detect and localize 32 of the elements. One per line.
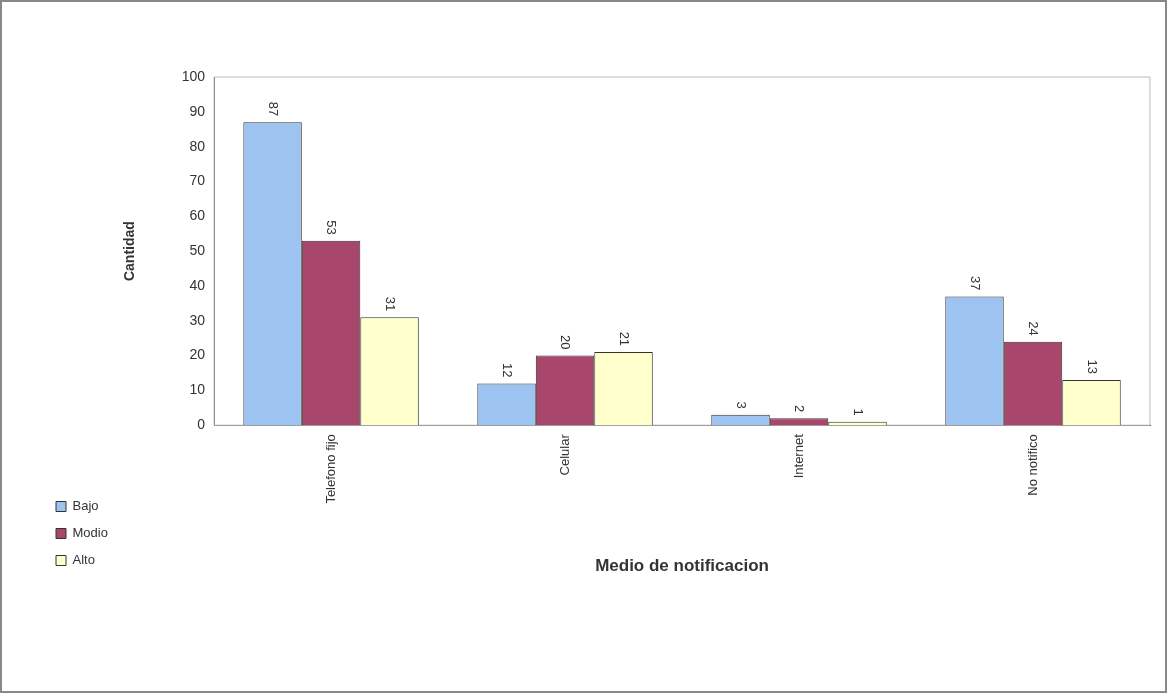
y-axis-title: Cantidad [121,221,138,282]
x-tick-label: Telefono fijo [322,434,338,504]
y-tick-label: 0 [197,416,206,433]
y-tick-label: 10 [189,381,206,398]
data-label: 53 [324,220,340,235]
data-label: 20 [558,335,574,350]
legend-label: Alto [72,552,95,568]
data-label: 3 [733,401,749,409]
y-tick-label: 90 [189,102,206,119]
data-label: 13 [1084,359,1100,374]
data-label: 87 [265,101,281,117]
y-tick-label: 50 [189,241,206,258]
data-label: 21 [616,331,632,347]
data-label: 37 [967,275,983,291]
x-tick-label: Celular [556,433,572,476]
data-label: 31 [382,296,398,312]
data-label: 1 [850,408,866,416]
data-label: 24 [1026,321,1042,336]
x-tick-label: No notifico [1024,434,1040,496]
y-tick-label: 60 [189,207,206,224]
y-tick-label: 20 [189,346,206,363]
x-tick-label: Internet [790,433,806,479]
y-tick-label: 30 [189,311,206,328]
legend-label: Bajo [72,498,99,514]
y-tick-label: 40 [189,276,206,293]
data-label: 2 [792,405,808,413]
data-label: 12 [499,362,515,378]
y-tick-label: 80 [189,137,206,154]
y-tick-label: 100 [181,67,206,84]
legend-label: Modio [72,525,108,541]
x-axis-title: Medio de notificacion [595,556,769,576]
y-tick-label: 70 [189,172,206,189]
